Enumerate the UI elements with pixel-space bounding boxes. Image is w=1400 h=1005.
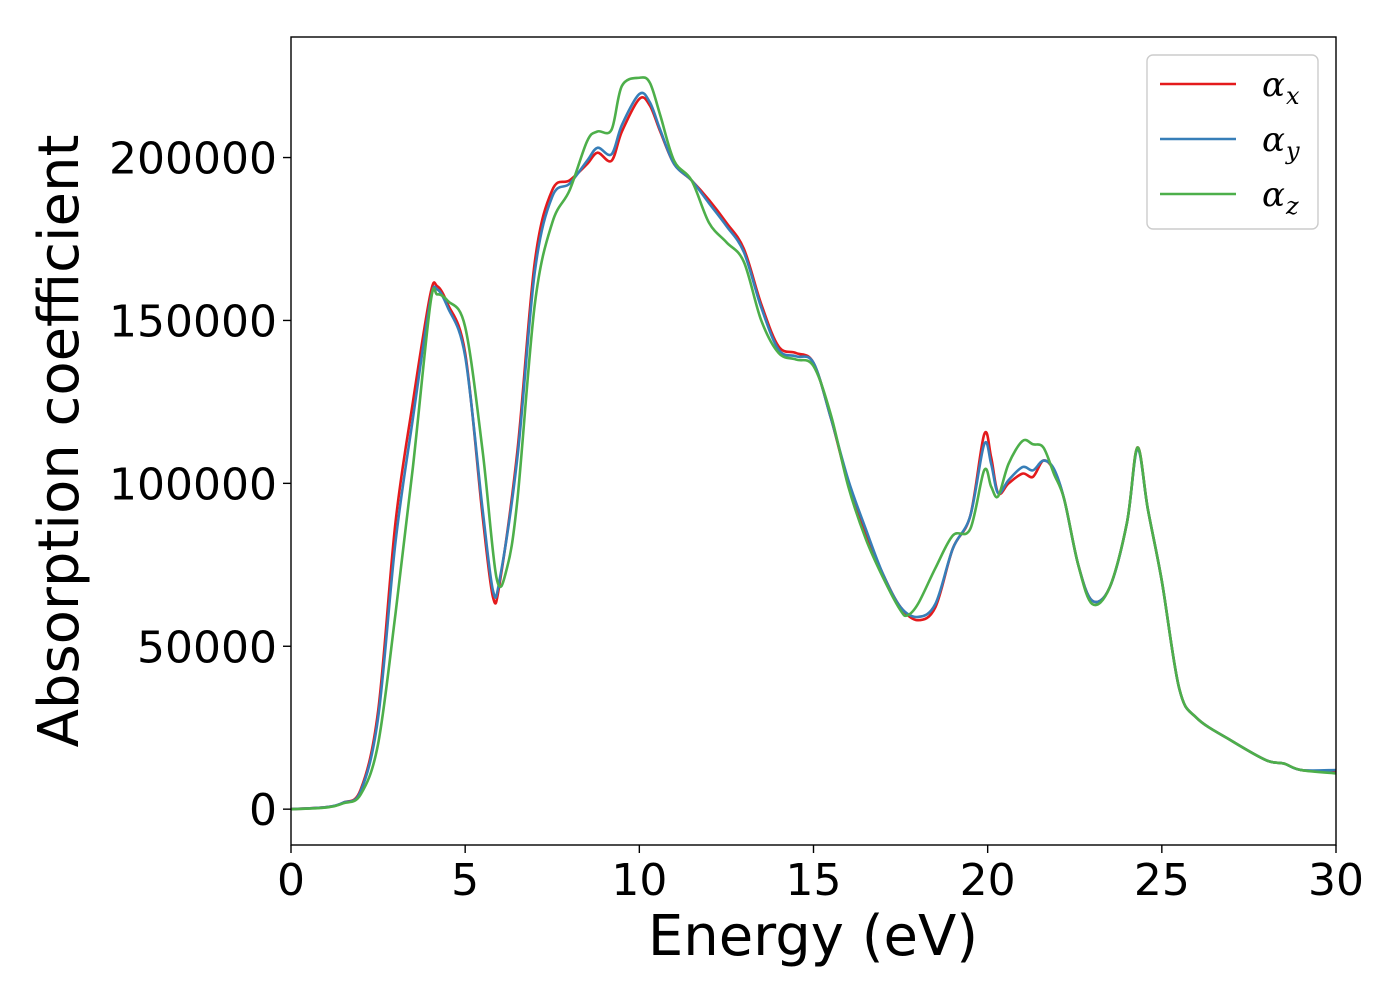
x-tick-label: 0 xyxy=(277,855,305,906)
y-tick-label: 100000 xyxy=(109,459,277,510)
legend-label-alpha-x: αx xyxy=(1262,65,1300,110)
x-tick-label: 10 xyxy=(611,855,667,906)
x-axis-ticks: 0 5 10 15 20 25 30 xyxy=(277,845,1364,906)
y-tick-label: 150000 xyxy=(109,296,277,347)
x-tick-label: 25 xyxy=(1134,855,1190,906)
x-tick-label: 5 xyxy=(451,855,479,906)
legend-label-alpha-y: αy xyxy=(1262,120,1300,165)
x-tick-label: 20 xyxy=(960,855,1016,906)
series-line-alpha-z xyxy=(291,76,1336,811)
series-layer xyxy=(291,76,1336,811)
legend-box xyxy=(1146,54,1319,230)
x-tick-label: 15 xyxy=(786,855,842,906)
y-tick-label: 200000 xyxy=(109,134,277,185)
y-tick-label: 0 xyxy=(249,785,277,836)
x-axis-title: Energy (eV) xyxy=(648,904,978,969)
y-axis-title: Absorption coefficient xyxy=(27,135,92,748)
y-tick-label: 50000 xyxy=(137,622,277,673)
y-axis-ticks: 0 50000 100000 150000 200000 xyxy=(109,134,291,836)
x-tick-label: 30 xyxy=(1308,855,1364,906)
